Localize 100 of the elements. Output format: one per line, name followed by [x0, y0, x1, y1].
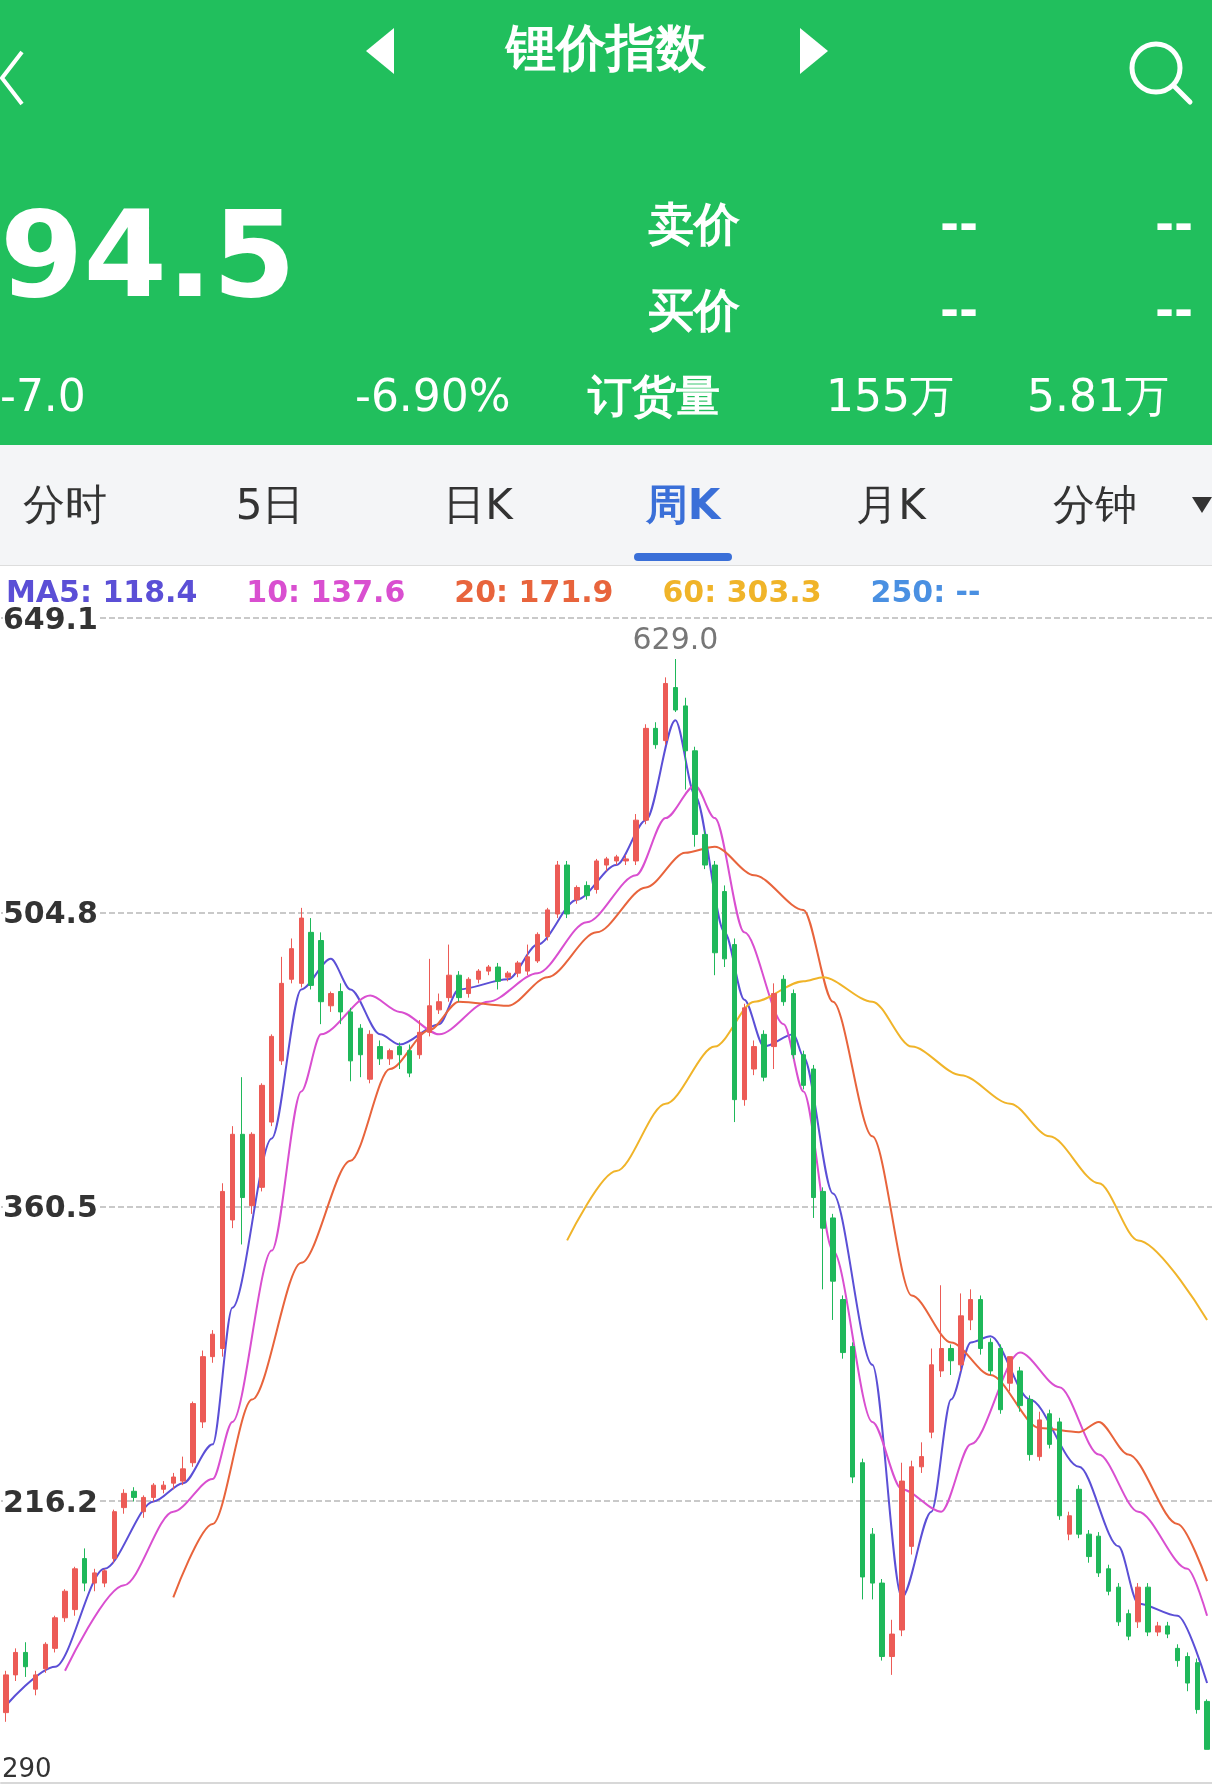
candlestick — [259, 1082, 265, 1192]
candlestick — [417, 1019, 422, 1060]
candlestick — [1126, 1609, 1131, 1641]
text: 5日 — [235, 479, 305, 529]
y-tick-label: 216.2 — [3, 1483, 98, 1519]
text: 卖价 — [648, 196, 740, 251]
candlestick — [712, 860, 718, 976]
candlestick — [623, 854, 629, 866]
candlestick — [751, 1039, 757, 1076]
candlestick — [939, 1284, 944, 1378]
candlestick — [683, 697, 688, 791]
candlestick — [131, 1486, 137, 1502]
text: -- — [940, 196, 979, 251]
candlestick — [889, 1619, 895, 1676]
candlestick — [988, 1337, 993, 1376]
text: 10: 137.6 — [246, 573, 406, 609]
text: 5.81万 — [1027, 369, 1169, 421]
candlestick — [466, 976, 471, 999]
candlestick — [811, 1064, 816, 1219]
candlestick — [781, 974, 786, 1007]
candlestick — [220, 1182, 225, 1358]
candlestick — [1165, 1621, 1170, 1639]
candlestick — [82, 1547, 87, 1592]
candlestick — [427, 958, 432, 1037]
candlestick — [3, 1670, 9, 1723]
candlestick — [525, 944, 530, 976]
candlestick — [840, 1294, 846, 1360]
candlestick — [673, 658, 678, 713]
candlestick — [289, 937, 294, 984]
candlestick — [604, 856, 609, 872]
text: 20: 171.9 — [454, 573, 614, 609]
candlestick — [52, 1615, 58, 1653]
candlestick — [161, 1480, 166, 1494]
candlestick — [594, 858, 599, 895]
candlestick — [1116, 1582, 1121, 1627]
candlestick — [771, 982, 777, 1070]
line-series — [172, 845, 1209, 1599]
candlestick — [1086, 1529, 1092, 1564]
candlestick — [1037, 1411, 1042, 1462]
candlestick — [1155, 1621, 1161, 1637]
candlestick — [1145, 1582, 1151, 1637]
candlestick — [446, 944, 452, 1003]
candlestick — [299, 907, 304, 988]
candlestick — [850, 1341, 855, 1484]
candlestick — [958, 1292, 964, 1372]
candlestick — [574, 884, 580, 905]
candlestick — [555, 860, 560, 919]
text: 分钟 — [1053, 479, 1137, 529]
text: 买价 — [648, 282, 740, 337]
candlestick — [1076, 1484, 1082, 1539]
candlestick — [1185, 1651, 1190, 1692]
candlestick — [33, 1670, 38, 1696]
candlestick — [141, 1494, 146, 1519]
candlestick — [663, 676, 668, 746]
candlestick — [899, 1462, 905, 1637]
text: 日K — [443, 479, 513, 529]
candlestick — [230, 1125, 235, 1229]
candlestick — [722, 884, 727, 968]
candlestick — [476, 968, 481, 984]
candlestick — [1057, 1417, 1062, 1521]
candlestick — [830, 1213, 836, 1321]
candlestick — [200, 1350, 206, 1429]
text: 分时 — [23, 479, 107, 529]
candlestick — [102, 1568, 107, 1588]
candlestick — [171, 1472, 176, 1490]
candlestick — [240, 1076, 245, 1245]
candlestick — [151, 1482, 156, 1502]
annotation: 629.0 — [632, 620, 719, 656]
text: -- — [1155, 282, 1194, 337]
candlestick — [328, 991, 334, 1013]
candlestick — [978, 1294, 983, 1356]
candlestick — [43, 1641, 48, 1674]
candlestick — [761, 1029, 767, 1082]
candlestick — [72, 1566, 78, 1617]
candlestick — [486, 964, 491, 976]
legend-label: 250: -- — [870, 573, 981, 609]
candlestick — [269, 1033, 274, 1127]
candlestick — [614, 854, 619, 866]
candlestick — [210, 1329, 215, 1364]
candlestick — [584, 880, 590, 901]
candlestick — [1175, 1643, 1180, 1668]
candlestick — [1204, 1698, 1210, 1750]
text: -- — [940, 282, 979, 337]
candlestick — [249, 1131, 255, 1215]
candlestick — [929, 1348, 934, 1439]
line-series — [566, 976, 1209, 1321]
text: 月K — [856, 479, 926, 529]
candlestick — [436, 993, 442, 1015]
text: -6.90% — [355, 369, 511, 421]
candlestick — [998, 1343, 1003, 1415]
text: -- — [1155, 196, 1194, 251]
candlestick — [13, 1647, 18, 1682]
text: 周K — [645, 479, 721, 529]
candlestick — [633, 813, 639, 866]
text: 订货量 — [588, 369, 720, 421]
candlestick — [387, 1048, 393, 1066]
candlestick — [1135, 1582, 1141, 1629]
candlestick — [870, 1527, 875, 1600]
candlestick — [860, 1458, 865, 1600]
text: 60: 303.3 — [662, 573, 822, 609]
